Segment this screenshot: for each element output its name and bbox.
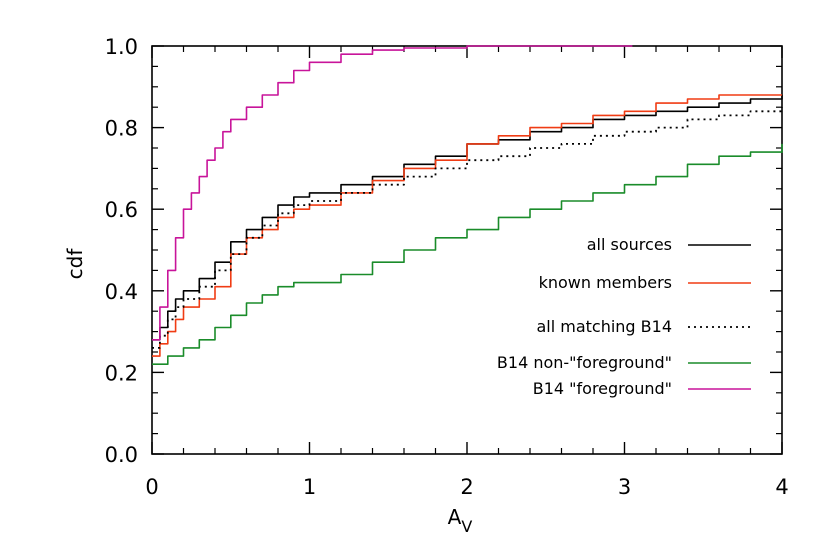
y-tick-label: 0.8 [105, 117, 138, 141]
legend-label-all-matching-b14: all matching B14 [536, 317, 672, 336]
x-tick-label: 4 [775, 475, 788, 499]
y-tick-label: 0.0 [105, 443, 138, 467]
x-axis-label: AV [448, 505, 473, 536]
x-tick-label: 3 [618, 475, 631, 499]
series-lines [152, 45, 783, 365]
series-line-b14-non-foreground [152, 143, 783, 365]
y-tick-label: 1.0 [105, 35, 138, 59]
tick-labels: 0 1 2 3 4 0.0 0.2 0.4 0.6 0.8 1.0 [105, 35, 789, 499]
y-axis-label: cdf [63, 248, 87, 280]
legend: all sources known members all matching B14… [497, 235, 751, 398]
y-tick-label: 0.4 [105, 280, 138, 304]
y-tick-label: 0.2 [105, 361, 138, 385]
x-tick-label: 0 [145, 475, 158, 499]
x-tick-label: 2 [460, 475, 473, 499]
legend-label-all-sources: all sources [587, 235, 672, 254]
series-line-b14-foreground [152, 45, 633, 341]
legend-label-b14-non-foreground: B14 non-"foreground" [497, 353, 672, 372]
legend-label-b14-foreground: B14 "foreground" [533, 379, 672, 398]
x-axis-label-subscript: V [461, 517, 472, 536]
series-line-known-members [152, 94, 782, 357]
x-tick-label: 1 [303, 475, 316, 499]
legend-label-known-members: known members [539, 273, 672, 292]
y-tick-label: 0.6 [105, 198, 138, 222]
series-line-all-matching-b14 [152, 107, 783, 349]
axis-ticks [151, 45, 783, 455]
x-axis-label-main: A [448, 505, 462, 529]
